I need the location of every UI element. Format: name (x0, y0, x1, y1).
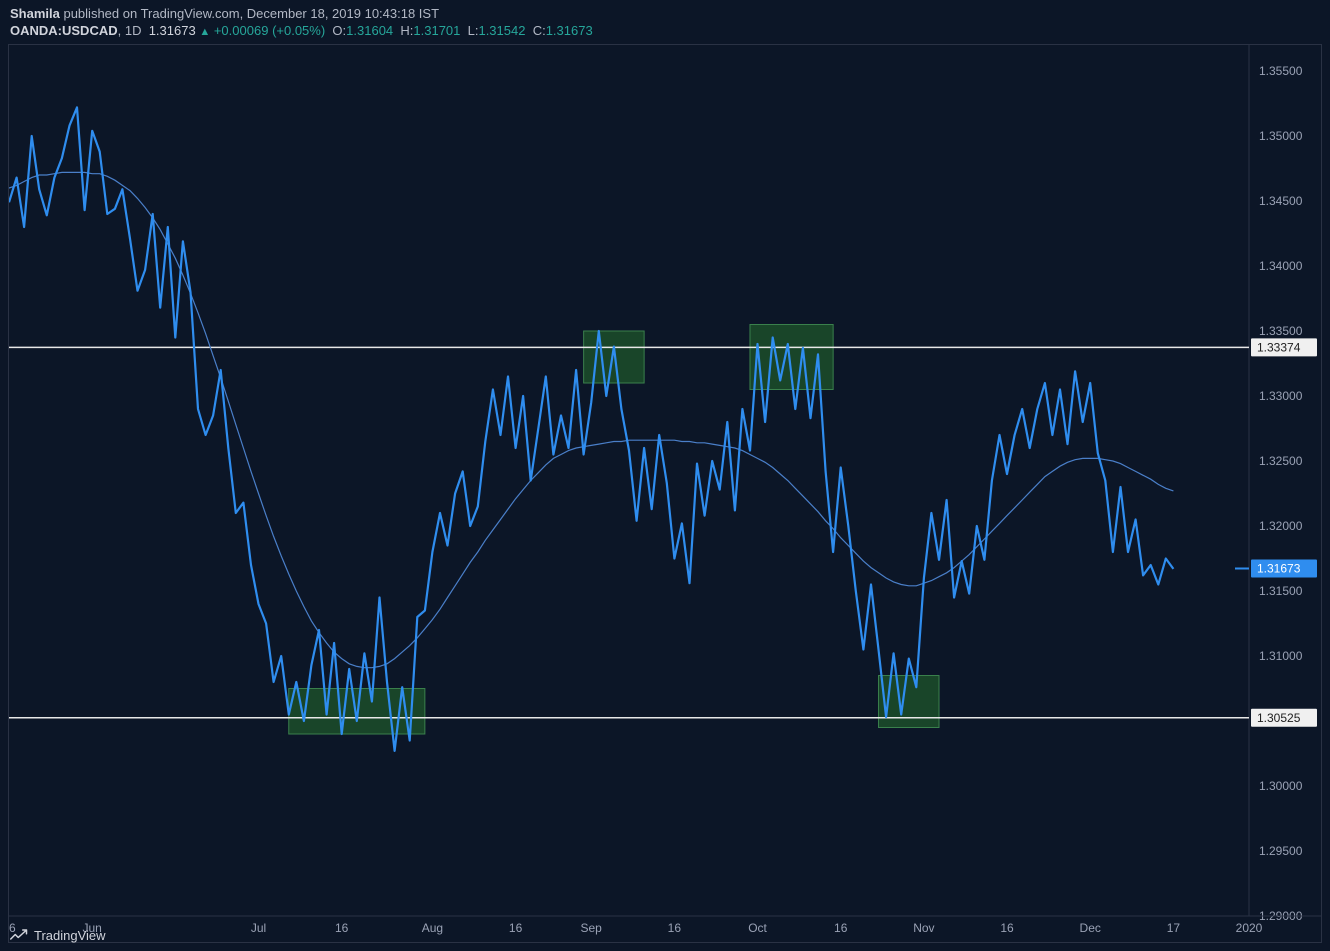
open-val: 1.31604 (346, 23, 393, 38)
svg-text:16: 16 (509, 921, 523, 935)
svg-text:1.31000: 1.31000 (1259, 649, 1303, 663)
change-pct: (+0.05%) (272, 23, 325, 38)
watermark-text: TradingView (34, 928, 106, 943)
change-abs: +0.00069 (214, 23, 269, 38)
svg-text:Nov: Nov (913, 921, 934, 935)
svg-text:Aug: Aug (422, 921, 443, 935)
close-label: C: (533, 23, 546, 38)
svg-text:1.33000: 1.33000 (1259, 389, 1303, 403)
svg-text:1.33500: 1.33500 (1259, 324, 1303, 338)
svg-text:Oct: Oct (748, 921, 767, 935)
symbol-line: OANDA:USDCAD, 1D 1.31673 ▲ +0.00069 (+0.… (10, 23, 1320, 38)
svg-text:Jul: Jul (251, 921, 266, 935)
header: Shamila published on TradingView.com, De… (0, 0, 1330, 40)
tradingview-logo-icon (10, 929, 28, 943)
low-val: 1.31542 (478, 23, 525, 38)
close-val: 1.31673 (546, 23, 593, 38)
svg-text:Sep: Sep (581, 921, 603, 935)
price-chart[interactable]: 1.290001.295001.300001.305001.310001.315… (9, 45, 1321, 942)
svg-text:16: 16 (335, 921, 349, 935)
svg-text:1.35500: 1.35500 (1259, 64, 1303, 78)
timeframe: 1D (125, 23, 142, 38)
svg-text:1.35000: 1.35000 (1259, 129, 1303, 143)
open-label: O: (332, 23, 346, 38)
high-label: H: (400, 23, 413, 38)
last-price: 1.31673 (149, 23, 196, 38)
svg-text:1.32000: 1.32000 (1259, 519, 1303, 533)
up-arrow-icon: ▲ (199, 26, 210, 38)
publish-line: Shamila published on TradingView.com, De… (10, 6, 1320, 21)
publish-info: published on TradingView.com, December 1… (60, 6, 439, 21)
chart-container[interactable]: 1.290001.295001.300001.305001.310001.315… (8, 44, 1322, 943)
svg-text:1.32500: 1.32500 (1259, 454, 1303, 468)
svg-text:1.31500: 1.31500 (1259, 584, 1303, 598)
svg-text:1.34500: 1.34500 (1259, 194, 1303, 208)
low-label: L: (468, 23, 479, 38)
svg-text:16: 16 (834, 921, 848, 935)
author: Shamila (10, 6, 60, 21)
svg-text:1.29500: 1.29500 (1259, 844, 1303, 858)
svg-text:Dec: Dec (1080, 921, 1101, 935)
svg-text:17: 17 (1167, 921, 1181, 935)
tradingview-watermark: TradingView (10, 928, 106, 943)
svg-text:1.33374: 1.33374 (1257, 340, 1301, 354)
svg-text:16: 16 (1000, 921, 1014, 935)
svg-text:1.30525: 1.30525 (1257, 711, 1301, 725)
svg-text:2020: 2020 (1236, 921, 1263, 935)
symbol[interactable]: OANDA:USDCAD (10, 23, 118, 38)
svg-text:1.34000: 1.34000 (1259, 259, 1303, 273)
svg-text:16: 16 (668, 921, 682, 935)
svg-text:1.31673: 1.31673 (1257, 562, 1301, 576)
svg-text:1.30000: 1.30000 (1259, 779, 1303, 793)
high-val: 1.31701 (413, 23, 460, 38)
